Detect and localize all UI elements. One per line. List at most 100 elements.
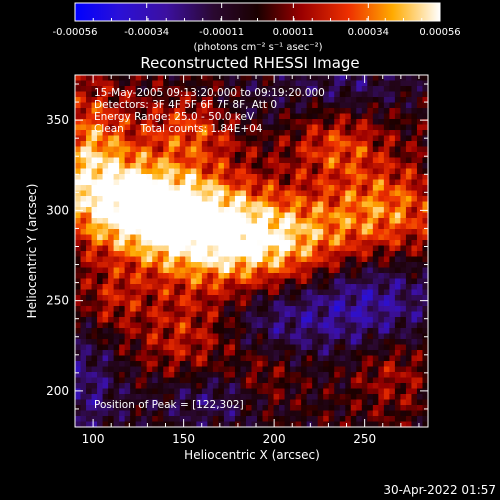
heatmap-cell bbox=[295, 372, 302, 379]
heatmap-cell bbox=[339, 130, 346, 137]
heatmap-cell bbox=[394, 262, 402, 269]
heatmap-cell bbox=[102, 399, 109, 406]
heatmap-cell bbox=[80, 75, 87, 82]
heatmap-cell bbox=[411, 421, 418, 428]
heatmap-cell bbox=[323, 361, 330, 368]
heatmap-cell bbox=[108, 284, 115, 291]
heatmap-cell bbox=[262, 366, 269, 373]
heatmap-cell bbox=[328, 135, 335, 142]
heatmap-cell bbox=[422, 372, 429, 379]
heatmap-cell bbox=[295, 218, 302, 225]
heatmap-cell bbox=[389, 278, 396, 285]
heatmap-cell bbox=[119, 124, 126, 131]
heatmap-cell bbox=[257, 80, 264, 87]
heatmap-cell bbox=[306, 262, 313, 269]
heatmap-cell bbox=[212, 179, 220, 186]
heatmap-cell bbox=[185, 339, 192, 346]
heatmap-cell bbox=[207, 108, 214, 115]
heatmap-cell bbox=[240, 388, 247, 395]
heatmap-cell bbox=[218, 344, 225, 351]
heatmap-cell bbox=[207, 328, 214, 335]
heatmap-cell bbox=[174, 377, 181, 384]
heatmap-cell bbox=[394, 300, 402, 307]
heatmap-cell bbox=[323, 212, 330, 219]
heatmap-cell bbox=[400, 399, 407, 406]
heatmap-cell bbox=[317, 240, 324, 247]
heatmap-cell bbox=[416, 245, 424, 252]
heatmap-cell bbox=[405, 339, 413, 346]
heatmap-cell bbox=[179, 234, 186, 241]
heatmap-cell bbox=[356, 388, 363, 395]
heatmap-cell bbox=[361, 223, 368, 230]
heatmap-cell bbox=[240, 300, 247, 307]
heatmap-cell bbox=[124, 311, 131, 318]
heatmap-cell bbox=[411, 113, 418, 120]
heatmap-cell bbox=[135, 405, 142, 412]
heatmap-cell bbox=[334, 306, 341, 313]
heatmap-cell bbox=[345, 273, 352, 280]
heatmap-cell bbox=[174, 394, 181, 401]
heatmap-cell bbox=[141, 190, 148, 197]
heatmap-cell bbox=[91, 130, 98, 137]
heatmap-cell bbox=[91, 256, 98, 263]
heatmap-cell bbox=[234, 317, 242, 324]
heatmap-cell bbox=[80, 416, 87, 423]
heatmap-cell bbox=[279, 218, 286, 225]
heatmap-cell bbox=[135, 212, 142, 219]
heatmap-cell bbox=[75, 190, 82, 197]
heatmap-cell bbox=[245, 256, 253, 263]
heatmap-cell bbox=[394, 75, 402, 82]
heatmap-cell bbox=[257, 311, 264, 318]
heatmap-cell bbox=[301, 328, 308, 335]
heatmap-cell bbox=[91, 322, 98, 329]
heatmap-cell bbox=[279, 108, 286, 115]
heatmap-cell bbox=[163, 157, 170, 164]
heatmap-cell bbox=[268, 355, 275, 362]
heatmap-cell bbox=[262, 218, 269, 225]
heatmap-cell bbox=[295, 163, 302, 170]
heatmap-cell bbox=[223, 273, 231, 280]
heatmap-cell bbox=[334, 135, 341, 142]
heatmap-cell bbox=[389, 295, 396, 302]
heatmap-cell bbox=[323, 328, 330, 335]
heatmap-cell bbox=[372, 300, 379, 307]
heatmap-cell bbox=[201, 421, 208, 428]
heatmap-cell bbox=[124, 295, 131, 302]
heatmap-cell bbox=[91, 295, 98, 302]
heatmap-cell bbox=[108, 245, 115, 252]
heatmap-cell bbox=[290, 207, 297, 214]
heatmap-cell bbox=[212, 201, 220, 208]
heatmap-cell bbox=[86, 212, 93, 219]
heatmap-cell bbox=[174, 135, 181, 142]
heatmap-cell bbox=[273, 245, 280, 252]
heatmap-cell bbox=[350, 284, 357, 291]
heatmap-cell bbox=[394, 102, 402, 109]
heatmap-cell bbox=[422, 350, 429, 357]
heatmap-cell bbox=[262, 201, 269, 208]
heatmap-cell bbox=[163, 295, 170, 302]
heatmap-cell bbox=[411, 86, 418, 93]
heatmap-cell bbox=[389, 86, 396, 93]
heatmap-cell bbox=[179, 163, 186, 170]
heatmap-cell bbox=[86, 218, 93, 225]
heatmap-cell bbox=[306, 339, 313, 346]
heatmap-cell bbox=[97, 113, 104, 120]
heatmap-cell bbox=[301, 152, 308, 159]
heatmap-cell bbox=[416, 317, 424, 324]
heatmap-cell bbox=[86, 163, 93, 170]
heatmap-cell bbox=[312, 168, 319, 175]
heatmap-cell bbox=[174, 278, 181, 285]
heatmap-cell bbox=[229, 361, 236, 368]
heatmap-cell bbox=[367, 91, 374, 98]
heatmap-cell bbox=[268, 190, 275, 197]
heatmap-cell bbox=[207, 113, 214, 120]
heatmap-cell bbox=[356, 355, 363, 362]
heatmap-cell bbox=[367, 86, 374, 93]
heatmap-cell bbox=[152, 377, 159, 384]
heatmap-cell bbox=[394, 157, 402, 164]
heatmap-cell bbox=[345, 366, 352, 373]
heatmap-cell bbox=[163, 372, 170, 379]
heatmap-cell bbox=[119, 262, 126, 269]
heatmap-cell bbox=[196, 394, 203, 401]
